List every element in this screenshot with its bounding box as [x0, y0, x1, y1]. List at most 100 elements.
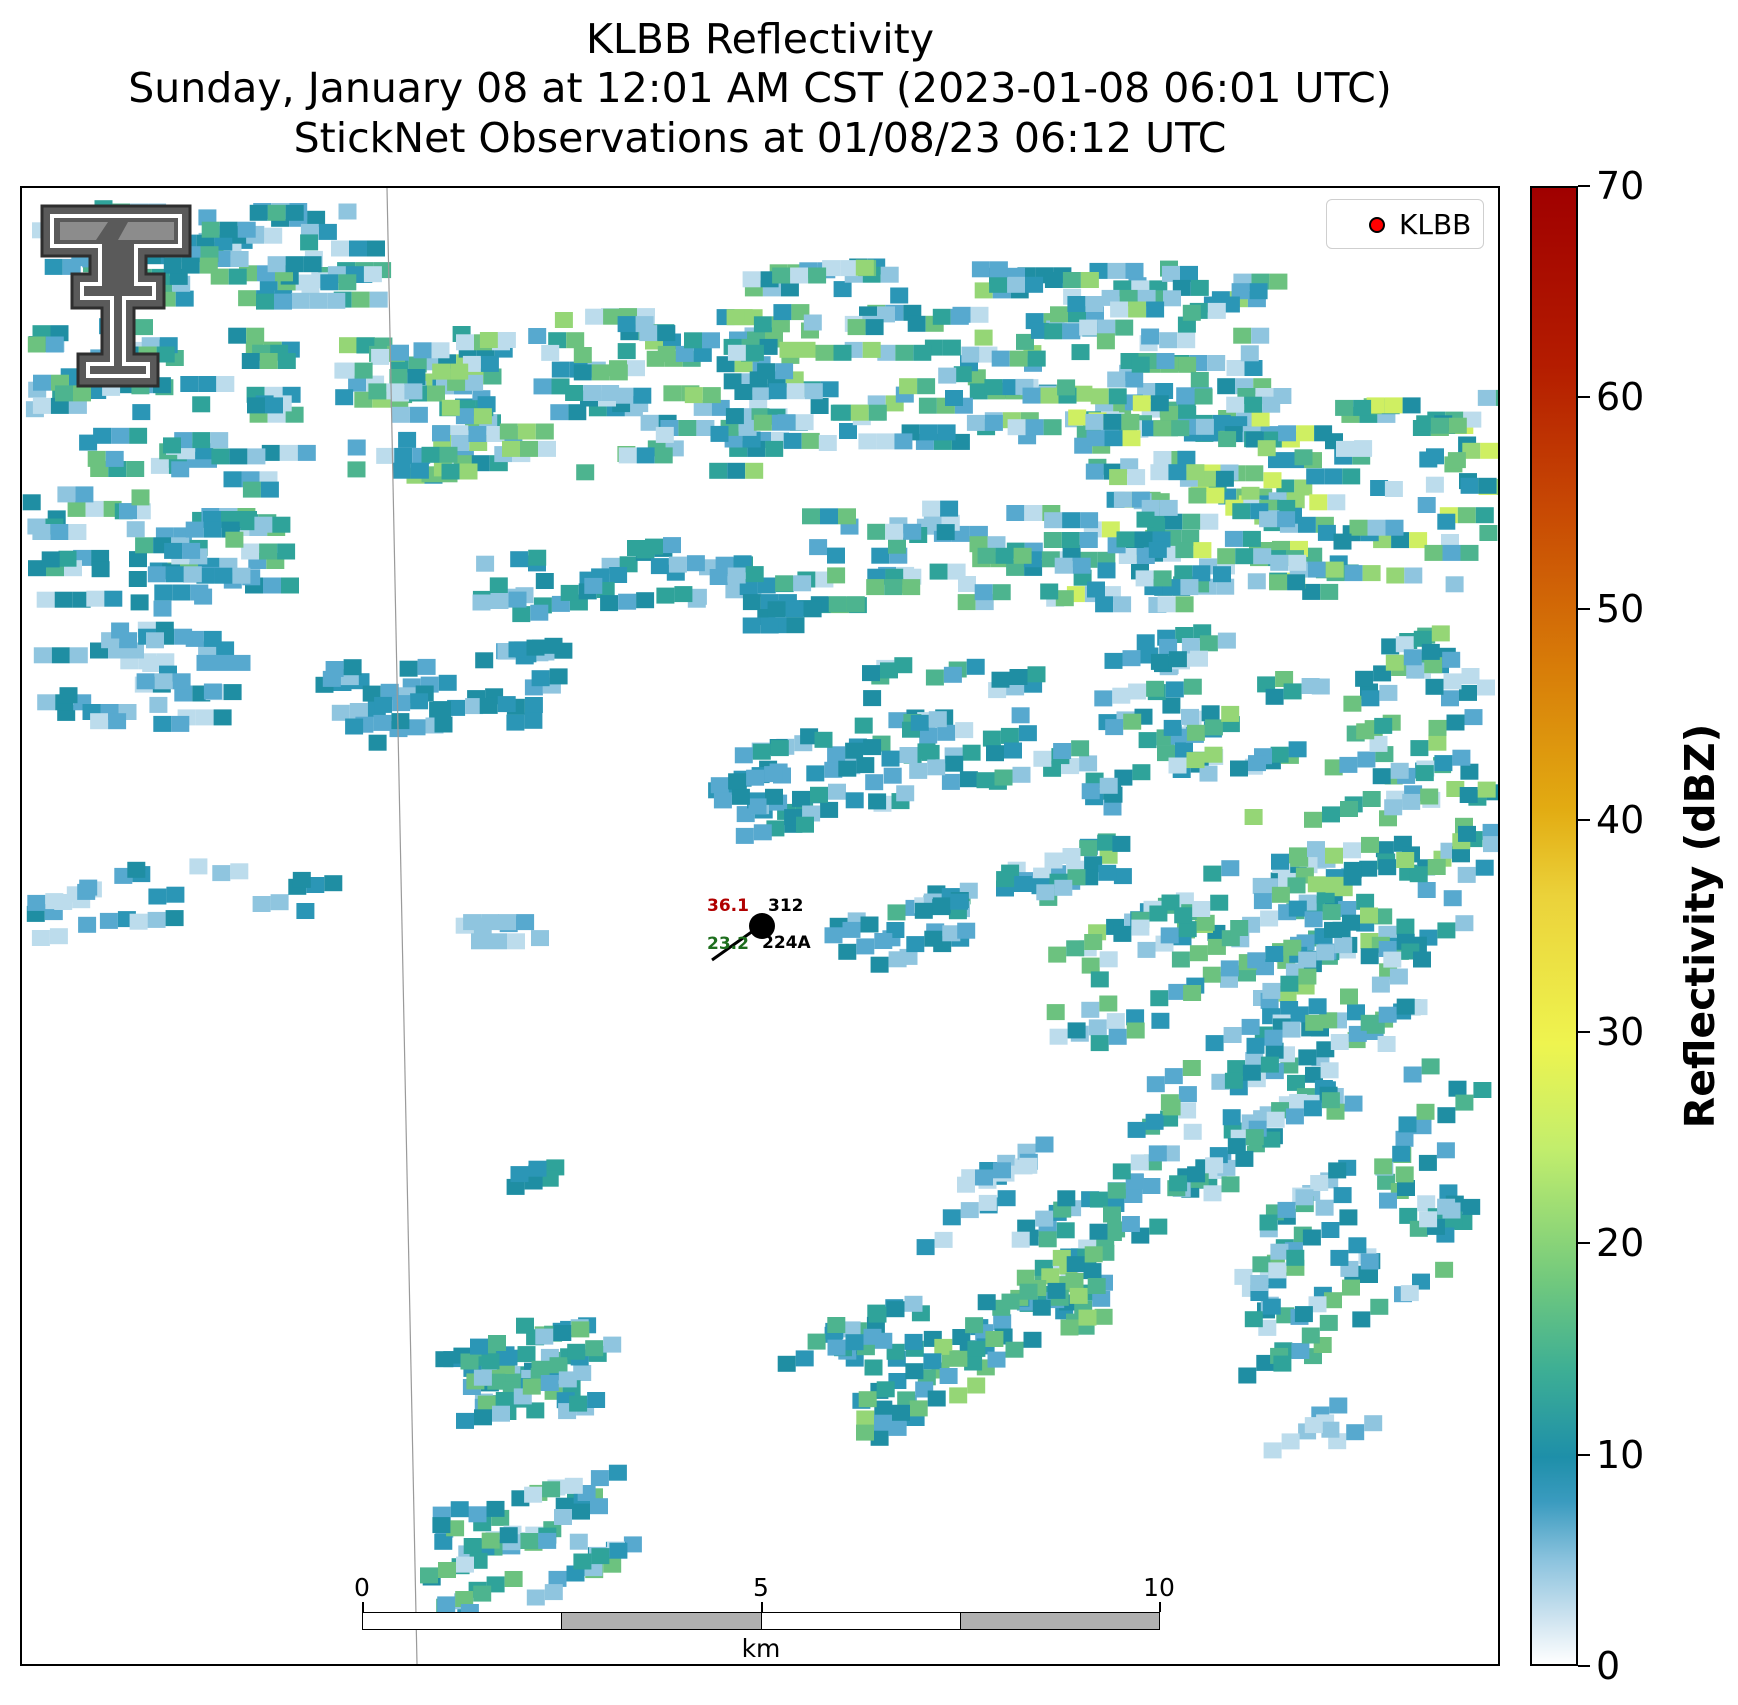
reflectivity-cell: [203, 630, 222, 647]
reflectivity-cell: [576, 464, 595, 481]
reflectivity-cell: [943, 666, 962, 683]
reflectivity-cell: [441, 463, 460, 480]
colorbar-tick-label: 0: [1596, 1644, 1621, 1688]
reflectivity-cell: [277, 353, 296, 369]
reflectivity-cell: [1235, 1150, 1254, 1167]
reflectivity-cell: [1288, 554, 1307, 571]
reflectivity-cell: [1213, 566, 1231, 583]
reflectivity-cell: [752, 743, 771, 760]
reflectivity-cell: [285, 204, 304, 221]
reflectivity-cell: [531, 930, 549, 947]
reflectivity-cell: [214, 234, 233, 251]
reflectivity-cell: [1079, 755, 1098, 772]
reflectivity-cell: [1404, 567, 1423, 584]
reflectivity-cell: [1199, 635, 1218, 652]
reflectivity-cell: [936, 524, 955, 541]
reflectivity-cell: [526, 1402, 545, 1419]
reflectivity-cell: [1437, 922, 1456, 939]
reflectivity-cell: [373, 714, 392, 731]
reflectivity-cell: [510, 1166, 529, 1183]
reflectivity-cell: [1169, 1175, 1188, 1192]
reflectivity-cell: [1099, 951, 1118, 968]
reflectivity-cell: [463, 914, 482, 931]
reflectivity-cell: [535, 1328, 554, 1345]
reflectivity-cell: [1478, 477, 1497, 494]
reflectivity-cell: [815, 344, 834, 361]
reflectivity-cell: [1146, 680, 1165, 697]
reflectivity-cell: [1204, 719, 1223, 736]
reflectivity-cell: [417, 658, 436, 675]
reflectivity-cell: [1087, 581, 1105, 598]
radar-map[interactable]: [20, 186, 1500, 1666]
reflectivity-cell: [870, 956, 889, 973]
county-line: [386, 188, 418, 1664]
reflectivity-cell: [801, 432, 820, 449]
reflectivity-cell: [455, 1591, 474, 1607]
reflectivity-cell: [855, 259, 874, 276]
reflectivity-cell: [507, 933, 525, 950]
reflectivity-cell: [456, 1556, 474, 1573]
reflectivity-cell: [153, 600, 172, 617]
reflectivity-cell: [192, 432, 211, 449]
reflectivity-cell: [374, 696, 393, 713]
reflectivity-cell: [1103, 1225, 1122, 1241]
reflectivity-cell: [1303, 1100, 1322, 1117]
reflectivity-cell: [1431, 625, 1450, 642]
reflectivity-cell: [551, 361, 570, 378]
reflectivity-cell: [1150, 653, 1169, 670]
reflectivity-cell: [86, 590, 105, 607]
reflectivity-cell: [1067, 1022, 1086, 1039]
reflectivity-cell: [919, 727, 938, 744]
reflectivity-cell: [1112, 687, 1131, 704]
reflectivity-cell: [1065, 1273, 1084, 1289]
reflectivity-cell: [1463, 411, 1482, 428]
reflectivity-cell: [1122, 430, 1141, 447]
reflectivity-cell: [1112, 1163, 1131, 1180]
reflectivity-cell: [639, 325, 658, 342]
reflectivity-cell: [880, 266, 899, 283]
reflectivity-cell: [1396, 852, 1415, 868]
reflectivity-cell: [1000, 727, 1019, 744]
reflectivity-cell: [1245, 1129, 1264, 1146]
reflectivity-cell: [1247, 573, 1266, 590]
reflectivity-cell: [1286, 1249, 1305, 1266]
reflectivity-cell: [623, 1536, 642, 1553]
reflectivity-cell: [1264, 1029, 1283, 1046]
reflectivity-cell: [742, 594, 761, 611]
reflectivity-cell: [260, 481, 279, 498]
reflectivity-cell: [165, 566, 184, 583]
reflectivity-cell: [636, 592, 655, 609]
reflectivity-cell: [1168, 757, 1187, 774]
reflectivity-cell: [929, 563, 948, 580]
reflectivity-cell: [1385, 519, 1404, 536]
reflectivity-cell: [786, 383, 805, 400]
reflectivity-cell: [1160, 927, 1179, 944]
reflectivity-cell: [757, 363, 776, 380]
reflectivity-cell: [1349, 519, 1368, 536]
reflectivity-cell: [1072, 557, 1091, 574]
reflectivity-cell: [1192, 901, 1211, 917]
reflectivity-cell: [573, 1553, 592, 1570]
reflectivity-cell: [686, 555, 705, 572]
reflectivity-cell: [1130, 1154, 1149, 1171]
reflectivity-cell: [965, 1317, 984, 1334]
reflectivity-cell: [752, 384, 771, 400]
reflectivity-cell: [970, 306, 989, 323]
reflectivity-cell: [270, 894, 289, 911]
reflectivity-cell: [347, 439, 366, 456]
reflectivity-cell: [603, 1336, 622, 1353]
reflectivity-cell: [281, 577, 299, 594]
reflectivity-cell: [1395, 636, 1414, 653]
reflectivity-cell: [1107, 371, 1126, 388]
reflectivity-cell: [1195, 418, 1214, 435]
reflectivity-cell: [663, 385, 682, 402]
reflectivity-cell: [942, 925, 961, 942]
reflectivity-cell: [126, 461, 145, 477]
reflectivity-cell: [833, 344, 852, 361]
reflectivity-cell: [181, 257, 200, 274]
scale-tick: [362, 1602, 364, 1612]
reflectivity-cell: [1459, 787, 1478, 803]
reflectivity-cell: [991, 350, 1010, 367]
reflectivity-cell: [1113, 868, 1132, 885]
reflectivity-cell: [1418, 1154, 1437, 1171]
